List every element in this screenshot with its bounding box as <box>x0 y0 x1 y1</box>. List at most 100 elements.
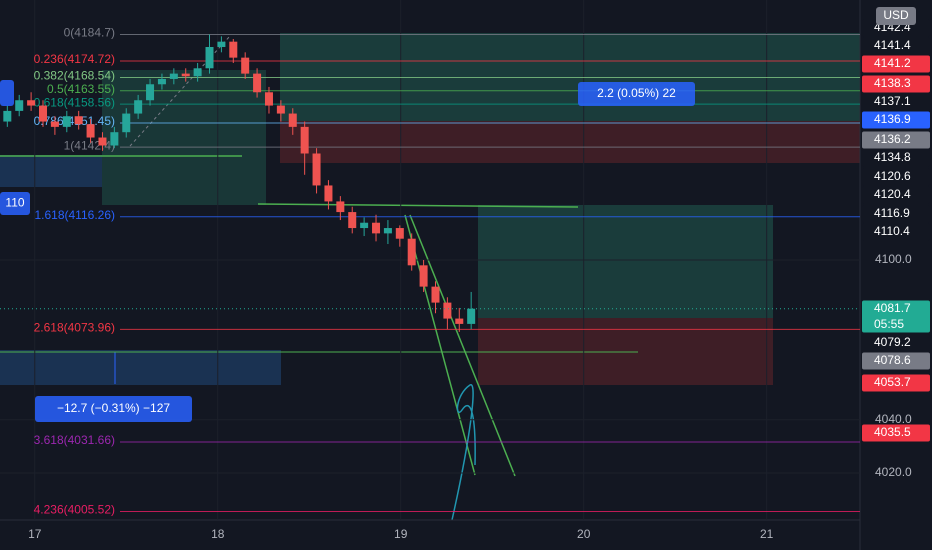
candle-body <box>146 84 155 101</box>
candle-body <box>336 201 345 213</box>
fib-label: 0(4184.7) <box>64 26 115 40</box>
range-zone <box>0 350 281 385</box>
fib-label: 0.382(4168.54) <box>34 69 115 83</box>
candle-body <box>467 308 476 324</box>
price-badge <box>862 300 930 333</box>
y-tick-label: 4020.0 <box>875 465 912 479</box>
fib-label: 0.618(4158.56) <box>34 95 115 109</box>
candle-body <box>360 222 369 229</box>
price-badge <box>862 149 930 167</box>
candle-body <box>110 132 119 146</box>
price-badge-label: 4116.9 <box>874 206 910 220</box>
fib-label: 0.236(4174.72) <box>34 52 115 66</box>
price-badge <box>862 424 930 442</box>
candle-body <box>98 137 107 146</box>
price-badge <box>862 205 930 223</box>
range-zone <box>0 155 102 187</box>
trend-line <box>257 203 579 208</box>
price-badge-label: 4134.8 <box>874 150 911 164</box>
y-tick-label: 4100.0 <box>875 252 912 266</box>
price-badge <box>862 75 930 93</box>
trend-line <box>404 214 476 476</box>
candle-body <box>407 238 416 266</box>
measure-label: 2.2 (0.05%) 22 <box>597 86 676 100</box>
fib-label: 1.618(4116.26) <box>34 208 115 222</box>
price-badge <box>862 352 930 370</box>
candle-body <box>3 110 12 122</box>
price-badge-label: 4141.4 <box>874 38 911 52</box>
candle-body <box>312 153 321 186</box>
currency-badge <box>876 7 916 25</box>
candle-body <box>169 73 178 79</box>
profit-zone <box>102 70 266 205</box>
candle-body <box>50 121 59 127</box>
candle-body <box>348 212 357 229</box>
candle-body <box>324 185 333 202</box>
candle-body <box>395 228 404 239</box>
fib-label: 1(4142.4) <box>64 138 115 152</box>
price-badge-label: 4138.3 <box>874 76 911 90</box>
price-badge-label: 4053.7 <box>874 375 911 389</box>
x-tick-label: 20 <box>577 527 591 541</box>
candle-body <box>134 100 143 114</box>
price-badge <box>862 186 930 204</box>
x-tick-label: 21 <box>760 527 774 541</box>
candle-body <box>181 73 190 77</box>
measure-box <box>35 396 192 422</box>
fib-label: 0.5(4163.55) <box>47 82 115 96</box>
candle-body <box>241 57 250 74</box>
x-tick-label: 17 <box>28 527 42 541</box>
price-badge-label: 4120.6 <box>874 169 911 183</box>
drawings <box>0 0 861 550</box>
profit-zone <box>478 205 773 318</box>
candle-body <box>253 73 262 93</box>
candle-body <box>288 113 297 127</box>
candle-body <box>455 318 464 324</box>
price-badge-label: 4120.4 <box>874 187 911 201</box>
price-badge-label: 4078.6 <box>874 353 911 367</box>
candle-body <box>86 124 95 138</box>
price-badge <box>862 55 930 73</box>
price-badge <box>862 37 930 55</box>
price-badge <box>862 374 930 392</box>
candle-body <box>39 105 47 122</box>
candle-body <box>264 92 273 106</box>
range-badge <box>0 80 14 106</box>
candle-body <box>62 116 71 127</box>
candle-body <box>443 302 452 319</box>
candle-body <box>300 126 309 154</box>
candle-body <box>15 100 24 111</box>
candle-body <box>383 228 392 234</box>
measure-label: 110 <box>5 196 24 210</box>
candle-body <box>372 222 381 234</box>
price-badge-label: 4079.2 <box>874 335 911 349</box>
y-tick-label: 4040.0 <box>875 412 912 426</box>
x-tick-label: 18 <box>211 527 225 541</box>
profit-zone <box>280 33 860 121</box>
fib-label: 2.618(4073.96) <box>34 321 115 335</box>
price-badge-label: 4136.9 <box>874 112 911 126</box>
price-badge-label: 4110.4 <box>874 224 910 238</box>
price-badge-label: 4137.1 <box>874 94 911 108</box>
candle-body <box>193 68 202 77</box>
currency-label: USD <box>883 8 909 22</box>
price-badge-label: 4136.2 <box>874 132 911 146</box>
fib-label: 3.618(4031.66) <box>34 433 115 447</box>
x-tick-label: 19 <box>394 527 408 541</box>
candle-body <box>205 46 214 69</box>
price-badge <box>862 168 930 186</box>
candle-body <box>27 100 36 106</box>
countdown-label: 05:55 <box>874 317 904 331</box>
price-badge-label: 4141.2 <box>874 56 911 70</box>
candle-body <box>74 116 83 125</box>
trend-line <box>409 214 516 477</box>
fib-label: 4.236(4005.52) <box>34 503 115 517</box>
measure-box <box>578 82 695 106</box>
price-badge <box>862 93 930 111</box>
price-badge-label: 4035.5 <box>874 425 911 439</box>
loss-zone <box>280 121 860 163</box>
candle-body <box>419 265 428 287</box>
measure-box <box>0 192 30 215</box>
candle-body <box>157 78 166 85</box>
